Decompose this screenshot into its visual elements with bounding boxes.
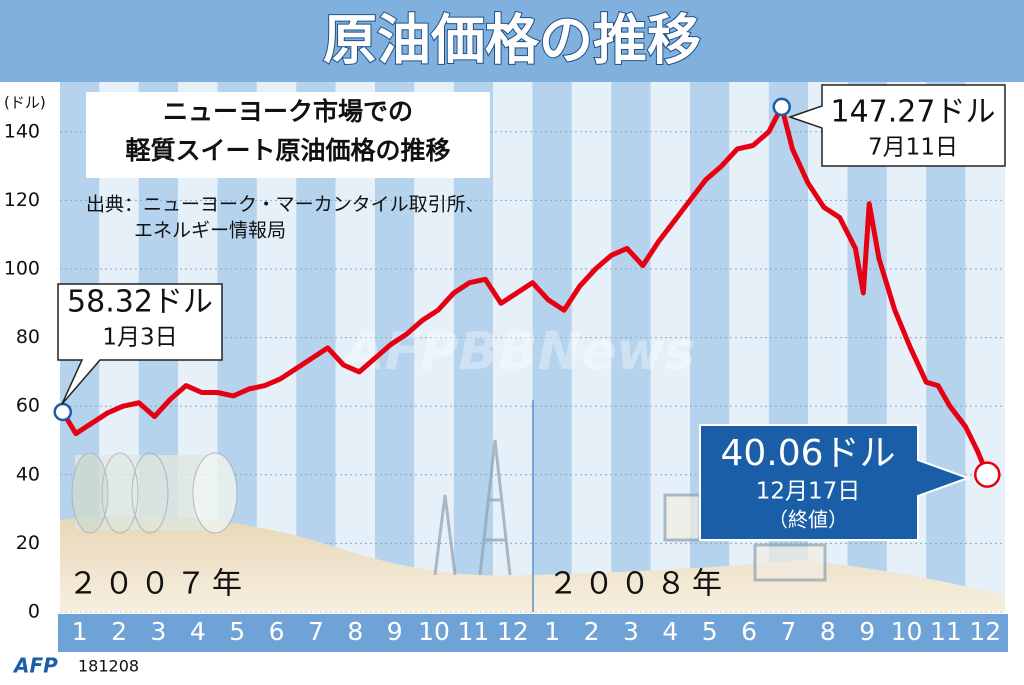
barrels <box>71 452 238 534</box>
month-label: 2 <box>111 617 127 646</box>
month-label: 10 <box>891 617 923 646</box>
annotation-note: （終値） <box>768 508 848 532</box>
subtitle: 軽質スイート原油価格の推移 <box>125 136 450 165</box>
month-label: 1 <box>544 617 560 646</box>
month-stripe <box>493 82 533 612</box>
y-tick-label: 40 <box>16 463 40 485</box>
annotation-value: 58.32ドル <box>67 285 213 320</box>
month-label: 4 <box>662 617 678 646</box>
month-stripe <box>611 82 651 612</box>
month-label: 11 <box>458 617 490 646</box>
month-label: 6 <box>269 617 285 646</box>
month-label: 4 <box>190 617 206 646</box>
month-label: 12 <box>497 617 529 646</box>
month-label: 1 <box>72 617 88 646</box>
month-label: 6 <box>741 617 757 646</box>
month-label: 9 <box>387 617 403 646</box>
month-stripe <box>965 82 1005 612</box>
plot <box>53 97 1001 488</box>
y-tick-label: 0 <box>28 601 40 623</box>
month-label: 10 <box>418 617 450 646</box>
month-label: 3 <box>623 617 639 646</box>
annotation-date: 12月17日 <box>756 479 861 505</box>
annotation-date: 7月11日 <box>868 135 958 161</box>
y-tick-label: 100 <box>4 258 40 280</box>
chart-title: 原油価格の推移 <box>323 9 701 72</box>
credit: AFP <box>12 654 58 678</box>
sand <box>60 515 1005 612</box>
y-tick-label: 80 <box>16 326 40 348</box>
point-marker <box>974 461 1001 488</box>
annotation-date: 1月3日 <box>102 325 177 351</box>
month-label: 3 <box>150 617 166 646</box>
source: エネルギー情報局 <box>134 220 286 242</box>
title-bar <box>0 0 1024 82</box>
month-label: 11 <box>930 617 962 646</box>
month-label: 7 <box>308 617 324 646</box>
annotation-value: 147.27ドル <box>831 95 996 130</box>
callout-box <box>787 84 1006 167</box>
callout-box <box>699 424 971 541</box>
subtitle-box <box>86 92 490 178</box>
month-stripe <box>532 82 572 612</box>
month-stripe <box>571 82 612 612</box>
month-label: 5 <box>229 617 245 646</box>
month-label: 5 <box>702 617 718 646</box>
month-label: 8 <box>820 617 836 646</box>
year-label: ２００８年 <box>548 567 728 602</box>
year-label: ２００７年 <box>68 567 248 602</box>
watermark: AFPBBNews <box>341 322 696 382</box>
code: 181208 <box>78 657 139 676</box>
source: 出典：ニューヨーク・マーカンタイル取引所、 <box>86 194 485 216</box>
y-tick-label: 60 <box>16 395 40 417</box>
month-labels: 1 2 3 4 5 6 7 8 9 10 11 12 1 2 3 4 5 6 7 8 9 10 11 12 <box>72 617 1001 646</box>
month-stripe <box>926 82 966 612</box>
month-label: 2 <box>584 617 600 646</box>
month-label: 7 <box>780 617 796 646</box>
y-tick-label: 120 <box>4 189 40 211</box>
annotation-value: 40.06ドル <box>720 433 895 474</box>
price-line <box>60 104 990 476</box>
month-label: 12 <box>969 617 1001 646</box>
grid: 0 20 40 60 80 100 120 140 <box>4 120 1005 623</box>
point-marker <box>772 97 791 117</box>
derricks <box>433 439 827 582</box>
month-label: 9 <box>859 617 875 646</box>
y-axis-label: (ドル) <box>4 94 46 112</box>
subtitle: ニューヨーク市場での <box>163 97 413 126</box>
callout-box <box>57 283 223 405</box>
y-tick-label: 140 <box>4 120 40 142</box>
month-label: 8 <box>347 617 363 646</box>
point-marker <box>53 402 73 422</box>
month-bar <box>58 614 1008 652</box>
y-tick-label: 20 <box>16 532 40 554</box>
